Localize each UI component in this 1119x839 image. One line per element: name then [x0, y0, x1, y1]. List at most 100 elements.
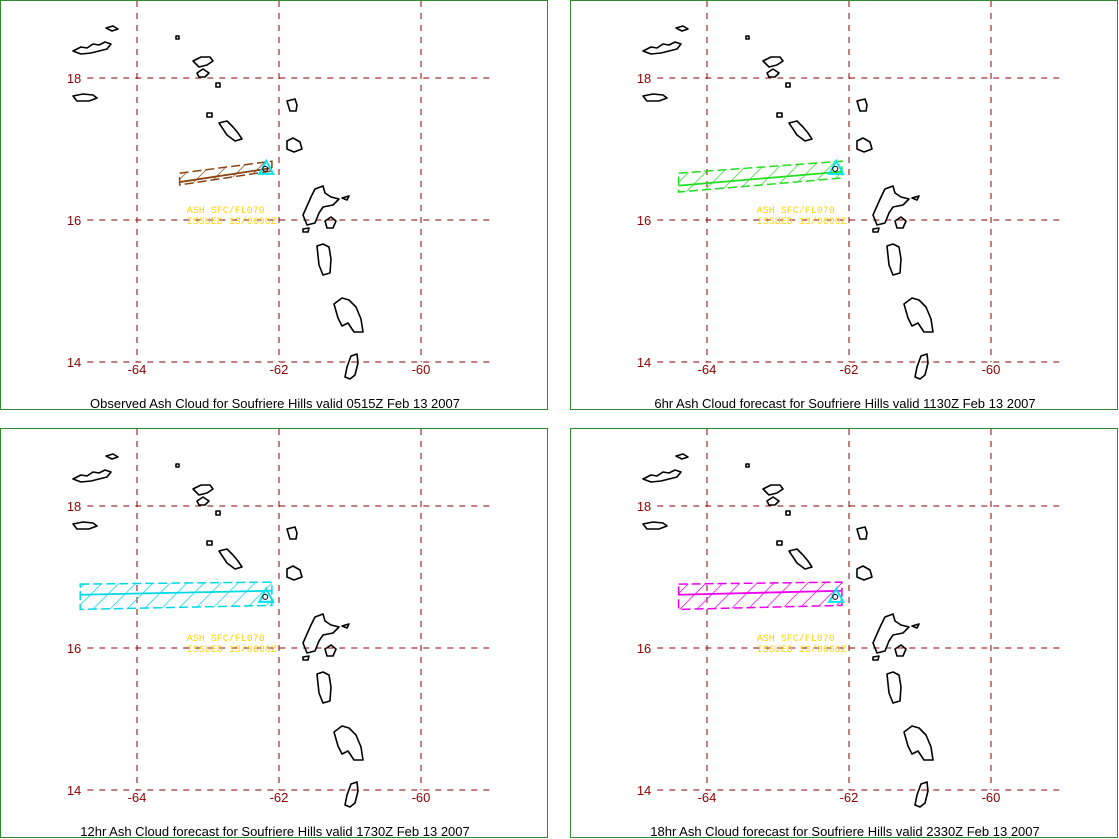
island-st-kitts-nevis: [788, 548, 813, 570]
island-st-croix: [642, 521, 668, 530]
island-saba: [215, 510, 221, 516]
island-st-croix: [642, 93, 668, 102]
island-saba: [215, 82, 221, 88]
volcano-island: [262, 593, 269, 600]
lat-tick-label: 16: [637, 213, 651, 228]
lon-tick-label: -62: [840, 790, 859, 805]
island-la-desirade: [341, 623, 350, 629]
island-st-martin: [196, 68, 210, 78]
island-guadeloupe: [872, 185, 910, 226]
map-panel-12hr: 18 16 14 -64 -62 -60 ASH SFC/FL070 ISSUED 13/06…: [0, 428, 548, 838]
advisory-text: ASH SFC/FL070: [187, 205, 265, 217]
lat-tick-label: 18: [67, 71, 81, 86]
island-la-desirade: [911, 195, 920, 201]
panel-caption: 6hr Ash Cloud forecast for Soufriere Hil…: [654, 396, 1036, 410]
lat-tick-label: 18: [637, 499, 651, 514]
island-anguilla: [192, 56, 214, 68]
island-les-saintes: [872, 655, 880, 661]
island-les-saintes: [302, 655, 310, 661]
island-antigua: [856, 137, 873, 153]
island-barbuda: [286, 98, 298, 112]
island-virgin-islands: [642, 469, 682, 483]
ash-cloud-polygon: [677, 160, 843, 193]
volcano-island: [832, 593, 839, 600]
panel-caption: 12hr Ash Cloud forecast for Soufriere Hi…: [80, 824, 470, 838]
advisory-text: ISSUED 13/0600Z: [757, 216, 847, 228]
lat-tick-label: 16: [67, 213, 81, 228]
lon-tick-label: -60: [412, 362, 431, 377]
volcano-island: [262, 165, 269, 172]
island-virgin-islands: [72, 41, 112, 55]
lat-tick-label: 14: [67, 783, 81, 798]
lat-tick-label: 16: [637, 641, 651, 656]
island-sombrero: [745, 463, 750, 468]
ash-cloud-polygon: [79, 581, 273, 611]
island-antigua: [856, 565, 873, 581]
volcano-island: [832, 165, 839, 172]
island-les-saintes: [872, 227, 880, 233]
island-virgin-islands: [642, 41, 682, 55]
island-martinique: [903, 297, 934, 333]
island-dominica: [316, 243, 332, 276]
lon-tick-label: -64: [128, 790, 147, 805]
island-barbuda: [856, 526, 868, 540]
island-dominica: [886, 243, 902, 276]
lat-tick-label: 14: [637, 355, 651, 370]
lon-tick-label: -62: [840, 362, 859, 377]
lon-tick-label: -64: [698, 790, 717, 805]
island-st-lucia: [344, 781, 359, 808]
island-anguilla: [192, 484, 214, 496]
island-marie-galante: [324, 644, 337, 657]
island-sombrero: [175, 463, 180, 468]
island-antigua: [286, 137, 303, 153]
advisory-text: ASH SFC/FL070: [757, 633, 835, 645]
island-st-eustatius: [206, 540, 213, 546]
island-st-martin: [196, 496, 210, 506]
lon-tick-label: -62: [270, 790, 289, 805]
panel-caption: Observed Ash Cloud for Soufriere Hills v…: [90, 396, 460, 410]
island-martinique: [333, 297, 364, 333]
island-st-martin: [766, 68, 780, 78]
island-guadeloupe: [872, 613, 910, 654]
island-st-eustatius: [776, 540, 783, 546]
island-anguilla: [762, 484, 784, 496]
ash-cloud-axis: [179, 167, 273, 183]
island-marie-galante: [894, 644, 907, 657]
island-anegada: [105, 25, 119, 32]
advisory-text: ISSUED 13/0600Z: [187, 644, 277, 656]
island-st-eustatius: [776, 112, 783, 118]
island-saba: [785, 82, 791, 88]
island-st-lucia: [914, 353, 929, 380]
ash-cloud-axis: [80, 589, 272, 596]
island-st-eustatius: [206, 112, 213, 118]
lon-tick-label: -62: [270, 362, 289, 377]
island-st-kitts-nevis: [788, 120, 813, 142]
island-antigua: [286, 565, 303, 581]
island-st-lucia: [914, 781, 929, 808]
island-anegada: [675, 25, 689, 32]
advisory-text: ISSUED 13/0600Z: [187, 216, 277, 228]
lat-tick-label: 18: [67, 499, 81, 514]
island-st-kitts-nevis: [218, 548, 243, 570]
lon-tick-label: -64: [698, 362, 717, 377]
island-guadeloupe: [302, 613, 340, 654]
island-marie-galante: [894, 216, 907, 229]
ash-cloud-axis: [678, 170, 842, 187]
island-st-kitts-nevis: [218, 120, 243, 142]
island-barbuda: [856, 98, 868, 112]
island-la-desirade: [341, 195, 350, 201]
ash-cloud-polygon: [178, 160, 273, 186]
island-sombrero: [175, 35, 180, 40]
lat-tick-label: 14: [637, 783, 651, 798]
island-marie-galante: [324, 216, 337, 229]
map-panel-6hr: 18 16 14 -64 -62 -60 ASH SFC/FL070 ISSUED 13/06…: [570, 0, 1118, 410]
island-barbuda: [286, 526, 298, 540]
island-martinique: [333, 725, 364, 761]
map-panel-18hr: 18 16 14 -64 -62 -60 ASH SFC/FL070 ISSUED 13/06…: [570, 428, 1118, 838]
island-st-martin: [766, 496, 780, 506]
panel-caption: 18hr Ash Cloud forecast for Soufriere Hi…: [650, 824, 1040, 838]
